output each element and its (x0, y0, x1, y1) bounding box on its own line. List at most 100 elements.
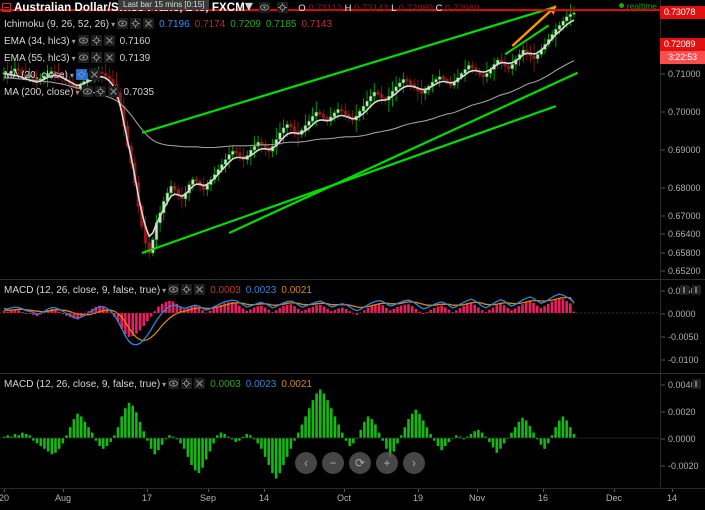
price-tick-4: 0.67000 (661, 210, 705, 221)
macd-1-value-0: 0.0003 (210, 285, 241, 296)
macd1-ticks-2: -0.0050 (661, 331, 705, 342)
gear-icon[interactable] (90, 52, 102, 63)
close-icon[interactable] (88, 69, 100, 80)
macd-1-macd-line (3, 293, 575, 346)
last-price-tag[interactable]: 0.73078 (660, 6, 705, 19)
indicator-4-value-0: 0.7035 (123, 87, 155, 98)
macd-1-caret-icon[interactable]: ▾ (162, 286, 167, 295)
price-tick-3: 0.68000 (661, 182, 705, 193)
gear-icon[interactable] (90, 35, 102, 46)
high-value: 0.73143 (354, 3, 389, 14)
price-axis[interactable]: 0.71000 0.70000 0.69000 0.68000 0.67000 0.664… (660, 0, 705, 487)
indicator-2-legend-row[interactable]: EMA (55, hlc3) ▾ 0.7139 (4, 52, 150, 64)
close-icon[interactable] (103, 35, 115, 46)
pane-divider-2[interactable] (0, 373, 705, 374)
open-label: O (298, 3, 306, 14)
trendlines (141, 5, 579, 255)
symbol-caret-icon[interactable]: ▾ (244, 0, 253, 15)
eye-icon[interactable] (117, 18, 129, 29)
price-tick-2: 0.69000 (661, 144, 705, 155)
indicator-0-legend-row[interactable]: Ichimoku (9, 26, 52, 26) ▾ 0.7196 0.7174 0.7… (4, 18, 332, 30)
zoom-in-button[interactable]: + (376, 452, 398, 474)
last-bar-tooltip: Last bar 15 mins [0:15] (118, 0, 210, 10)
macd-2-value-2: 0.0021 (281, 379, 312, 390)
chart-navigation-buttons[interactable]: ‹ − ⟳ + › (295, 452, 425, 474)
collapse-icon[interactable] (2, 3, 11, 12)
high-label: H (344, 3, 352, 14)
macd-1-name: MACD (12, 26, close, 9, false, true) (4, 285, 161, 296)
macd1-ticks-1: 0.0000 (661, 308, 705, 319)
indicator-1-legend-row[interactable]: EMA (34, hlc3) ▾ 0.7160 (4, 35, 150, 47)
scroll-right-button[interactable]: › (403, 452, 425, 474)
gear-icon[interactable] (181, 284, 193, 295)
eye-icon[interactable] (259, 2, 271, 13)
gear-icon[interactable] (181, 378, 193, 389)
eye-icon[interactable] (77, 35, 89, 46)
low-value: 0.72989 (398, 3, 434, 14)
eye-icon[interactable] (168, 378, 180, 389)
close-icon[interactable] (194, 378, 206, 389)
indicator-0-caret-icon[interactable]: ▾ (111, 20, 116, 29)
eye-icon[interactable] (77, 52, 89, 63)
macd2-ticks-1: 0.0020 (661, 406, 705, 417)
macd-2-name: MACD (12, 26, close, 9, false, true) (4, 379, 161, 390)
time-axis[interactable]: 20 Aug 17 Sep 14 Oct 19 Nov 16 Dec 14 (0, 488, 705, 510)
indicator-0-value-1: 0.7174 (194, 19, 226, 30)
macd-1-pane-icons[interactable] (680, 285, 701, 295)
indicator-1-caret-icon[interactable]: ▾ (71, 37, 76, 46)
pane-divider-1[interactable] (0, 279, 705, 280)
low-label: L (391, 3, 397, 14)
scroll-left-button[interactable]: ‹ (295, 452, 317, 474)
pane-menu-icon[interactable] (692, 285, 701, 295)
price-tick-7: 0.65200 (661, 265, 705, 276)
close-icon[interactable] (143, 18, 155, 29)
macd-1-value-1: 0.0023 (245, 285, 277, 296)
close-icon[interactable] (107, 86, 119, 97)
macd-pane-1[interactable] (0, 280, 660, 372)
zoom-out-button[interactable]: − (322, 452, 344, 474)
indicator-4-caret-icon[interactable]: ▾ (75, 88, 80, 97)
open-value: 0.73112 (308, 3, 342, 14)
indicator-3-caret-icon[interactable]: ▾ (69, 71, 74, 80)
bid-price-tag[interactable]: 0.72089 (660, 38, 705, 51)
macd-2-legend[interactable]: MACD (12, 26, close, 9, false, true) ▾ 0.0… (4, 378, 312, 390)
eye-icon[interactable] (81, 86, 93, 97)
pane-menu-icon[interactable] (692, 379, 701, 389)
macd-2-value-1: 0.0023 (245, 379, 277, 390)
gear-icon[interactable] (276, 2, 288, 13)
price-tick-1: 0.70000 (661, 106, 705, 117)
countdown-tag[interactable]: 3:22:53 (660, 51, 705, 64)
close-icon[interactable] (194, 284, 206, 295)
realtime-dot-icon (618, 3, 624, 8)
eye-icon[interactable] (168, 284, 180, 295)
indicator-3-legend-row[interactable]: MA (20, close) ▾ (4, 69, 100, 81)
macd-2-pane-icons[interactable] (692, 379, 701, 389)
indicator-2-caret-icon[interactable]: ▾ (71, 54, 76, 63)
ohlc-quote: O 0.73112 H 0.73143 L 0.72989 C 0.72989 (298, 3, 479, 14)
macd-1-histogram (2, 298, 576, 337)
gear-icon[interactable] (130, 18, 142, 29)
macd2-ticks-2: 0.0000 (661, 433, 705, 444)
close-label: C (435, 3, 443, 14)
macd-1-legend[interactable]: MACD (12, 26, close, 9, false, true) ▾ 0.0… (4, 284, 312, 296)
close-icon[interactable] (103, 52, 115, 63)
indicator-1-value-0: 0.7160 (119, 36, 151, 47)
pane-maximize-icon[interactable] (680, 285, 689, 295)
indicator-0-value-4: 0.7143 (301, 19, 333, 30)
macd-2-caret-icon[interactable]: ▾ (162, 380, 167, 389)
indicator-0-value-3: 0.7185 (265, 19, 297, 30)
gear-icon[interactable] (94, 86, 106, 97)
macd-2-histogram (2, 389, 576, 479)
realtime-label: realtime (626, 1, 657, 11)
reset-chart-button[interactable]: ⟳ (349, 452, 371, 474)
indicator-4-legend-row[interactable]: MA (200, close) ▾ 0.7035 (4, 86, 154, 98)
price-tick-label: 0.69000 (668, 144, 701, 155)
realtime-status: realtime (618, 1, 657, 11)
indicator-3-name: MA (20, close) (4, 70, 68, 81)
close-value: 0.72989 (445, 3, 480, 14)
gear-icon[interactable] (75, 69, 87, 80)
price-tick-label: 0.67000 (668, 210, 701, 221)
macd-pane-2[interactable] (0, 374, 660, 487)
indicator-4-name: MA (200, close) (4, 87, 74, 98)
